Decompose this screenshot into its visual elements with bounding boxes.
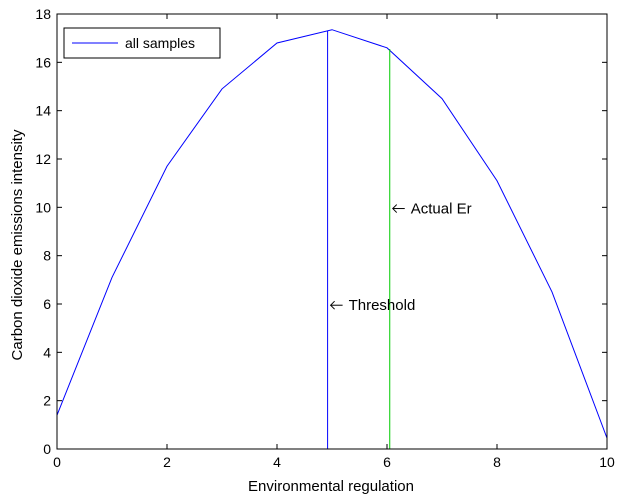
plot-marks <box>56 29 608 449</box>
x-tick-label: 10 <box>599 454 615 470</box>
annotation-label: Actual Er <box>411 201 472 218</box>
y-tick-label: 10 <box>35 199 51 215</box>
y-tick-label: 16 <box>35 54 51 70</box>
annotation-arrow-head <box>392 204 398 213</box>
legend-label: all samples <box>125 35 195 51</box>
series-line-0 <box>56 29 608 439</box>
y-tick-label: 6 <box>43 296 51 312</box>
y-tick-label: 2 <box>43 393 51 409</box>
legend: all samples <box>63 27 221 59</box>
x-tick-label: 4 <box>273 454 281 470</box>
y-tick-label: 0 <box>43 441 51 457</box>
x-tick-label: 0 <box>53 454 61 470</box>
annotation-1: Actual Er <box>392 201 472 218</box>
y-tick-label: 8 <box>43 248 51 264</box>
plot-frame <box>56 13 608 450</box>
annotation-arrow-head <box>329 300 335 310</box>
axes: 0 2 4 6 8 10 0 2 4 6 8 10 12 14 16 18 <box>35 6 615 470</box>
y-tick-label: 4 <box>43 344 51 360</box>
y-axis-label: Carbon dioxide emissions intensity <box>9 129 26 360</box>
x-tick-label: 2 <box>163 454 171 470</box>
y-tick-label: 14 <box>35 103 51 119</box>
x-axis-label: Environmental regulation <box>248 478 414 495</box>
x-tick-label: 6 <box>383 454 391 470</box>
x-tick-label: 8 <box>493 454 501 470</box>
annotation-0: Threshold <box>329 297 416 314</box>
annotations: Threshold Actual Er <box>329 201 472 314</box>
y-tick-label: 12 <box>35 151 51 167</box>
annotation-label: Threshold <box>349 297 416 314</box>
y-tick-label: 18 <box>35 6 51 22</box>
